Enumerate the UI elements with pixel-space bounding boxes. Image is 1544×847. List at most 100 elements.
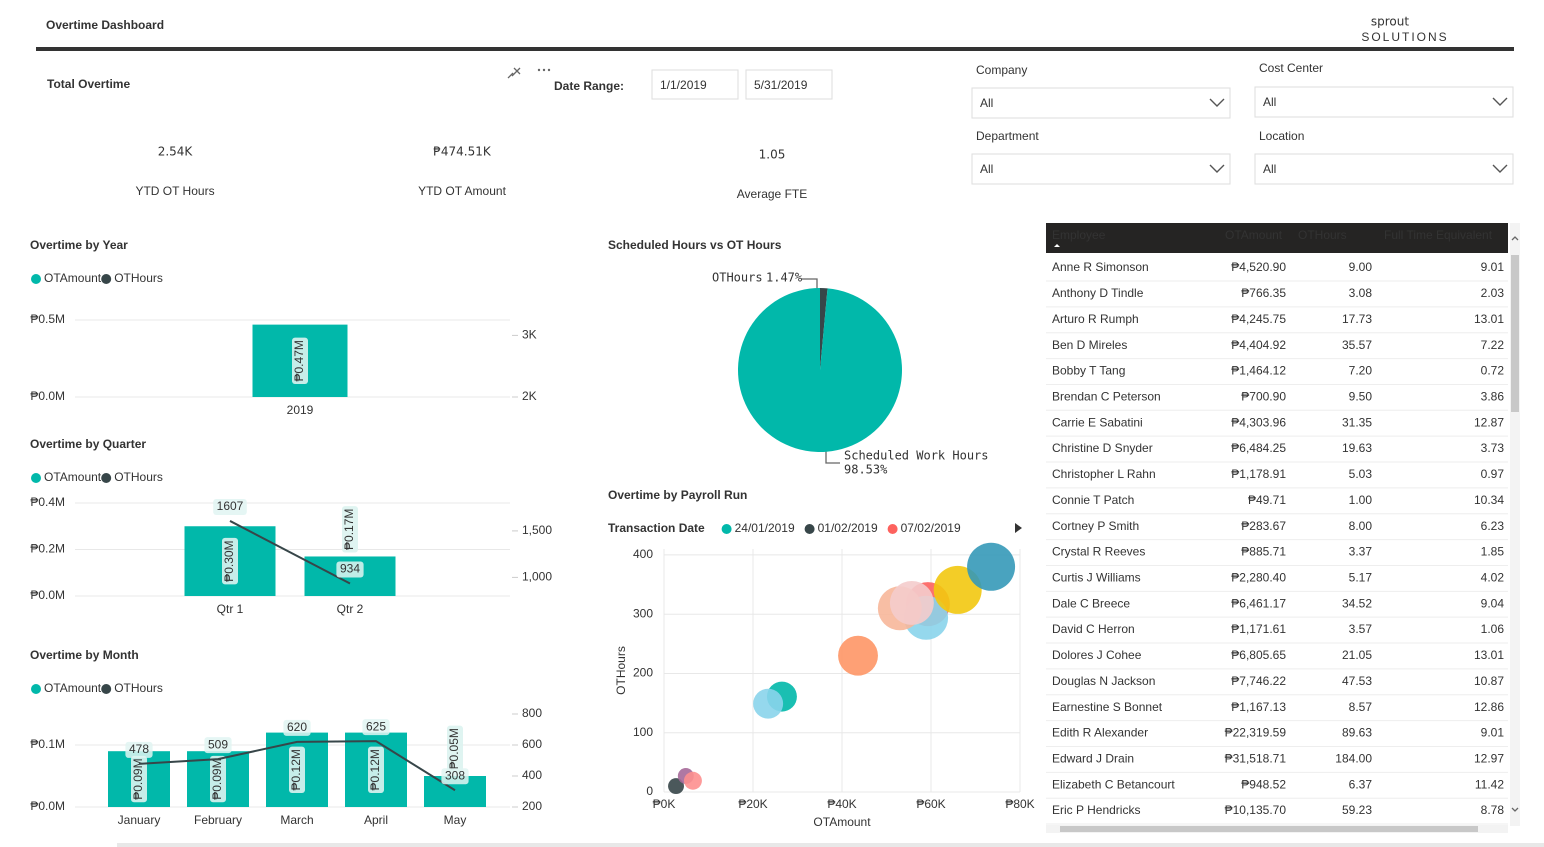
line-value-label-bg bbox=[213, 498, 247, 515]
x-tick-label: ₱20K bbox=[738, 797, 767, 811]
line-value-label-bg bbox=[441, 768, 469, 785]
chart-title: Overtime by Quarter bbox=[30, 437, 146, 451]
bar-value-label: ₱0.30M bbox=[222, 540, 236, 581]
filter-dropdown[interactable] bbox=[1254, 86, 1514, 118]
table-cell: ₱7,746.22 bbox=[1231, 674, 1286, 688]
legend-label: OTAmount bbox=[44, 271, 102, 285]
bar-value-label-group: ₱0.17M bbox=[342, 506, 358, 553]
legend-swatch bbox=[101, 684, 112, 694]
table-cell: Bobby T Tang bbox=[1052, 364, 1125, 378]
legend-label: OTHours bbox=[114, 470, 163, 484]
legend-label: OTAmount bbox=[44, 470, 102, 484]
dashboard-title: Overtime Dashboard bbox=[46, 18, 164, 32]
bar-value-label-group: ₱0.12M bbox=[368, 746, 384, 793]
visual-icons bbox=[507, 67, 551, 79]
table-cell: Crystal R Reeves bbox=[1052, 545, 1145, 559]
table-cell: ₱885.71 bbox=[1241, 545, 1286, 559]
table-vscroll-thumb[interactable] bbox=[1511, 255, 1519, 412]
table-cell: 184.00 bbox=[1335, 752, 1372, 766]
table-cell: 19.63 bbox=[1342, 441, 1372, 455]
table-cell: ₱2,280.40 bbox=[1231, 570, 1286, 584]
table-cell: 59.23 bbox=[1342, 803, 1372, 817]
x-tick-label: ₱40K bbox=[827, 797, 856, 811]
bar-value-label-bg bbox=[210, 755, 226, 803]
line-value-label-group: 625 bbox=[362, 719, 390, 736]
table-cell: 2.03 bbox=[1481, 286, 1505, 300]
line-value-label-bg bbox=[283, 719, 311, 736]
table-header[interactable]: OTHours bbox=[1298, 228, 1347, 242]
pie-label-name: OTHours bbox=[712, 271, 763, 285]
legend-swatch bbox=[31, 274, 41, 284]
bar-value-label: ₱0.47M bbox=[292, 340, 306, 381]
pie-label-value: 98.53% bbox=[844, 463, 888, 477]
table-cell: ₱6,461.17 bbox=[1231, 596, 1286, 610]
date-end-box[interactable] bbox=[745, 69, 833, 100]
x-tick-label: ₱60K bbox=[916, 797, 945, 811]
table-cell: Elizabeth C Betancourt bbox=[1052, 777, 1175, 791]
table-cell: 9.50 bbox=[1349, 389, 1373, 403]
table-cell: ₱4,404.92 bbox=[1231, 338, 1286, 352]
dropdown-chevron bbox=[1209, 164, 1225, 173]
table-cell: 7.22 bbox=[1481, 338, 1505, 352]
legend-label: OTHours bbox=[114, 681, 163, 695]
table-cell: 9.01 bbox=[1481, 726, 1505, 740]
line-value-label-group: 478 bbox=[125, 741, 153, 758]
table-cell: 5.17 bbox=[1349, 570, 1373, 584]
bar-value-label: ₱0.12M bbox=[289, 749, 303, 790]
table-cell: Dale C Breece bbox=[1052, 596, 1130, 610]
filter-dropdown[interactable] bbox=[1254, 153, 1514, 185]
y-tick-label: 200 bbox=[633, 666, 653, 680]
chart-title: Overtime by Month bbox=[30, 648, 139, 662]
bar-value-label-bg bbox=[289, 746, 305, 793]
x-tick-label: Qtr 1 bbox=[217, 602, 244, 616]
bubble bbox=[889, 580, 934, 625]
table-header[interactable]: OTAmount bbox=[1225, 228, 1283, 242]
legend-next-arrow[interactable] bbox=[1015, 523, 1022, 533]
bubble bbox=[933, 565, 982, 614]
table-hscroll-thumb[interactable] bbox=[1060, 826, 1478, 832]
y-tick-label: ₱0.0M bbox=[30, 588, 65, 602]
filter-dropdown[interactable] bbox=[971, 153, 1231, 185]
table-cell: 10.34 bbox=[1474, 493, 1504, 507]
table-cell: 12.86 bbox=[1474, 700, 1504, 714]
line-value-label-bg bbox=[204, 737, 232, 754]
date-start-box[interactable] bbox=[651, 69, 739, 100]
line-value-label-group: 308 bbox=[441, 768, 469, 785]
line-value-label-group: 1607 bbox=[213, 498, 247, 515]
y-tick-label: ₱0.0M bbox=[30, 389, 65, 403]
legend-swatch bbox=[31, 684, 41, 694]
line-value-label-bg bbox=[336, 561, 364, 578]
bar-value-label-group: ₱0.12M bbox=[289, 746, 305, 793]
table-cell: ₱31,518.71 bbox=[1225, 752, 1287, 766]
y-tick-label: 0 bbox=[646, 784, 653, 798]
pie-label-value: 1.47% bbox=[766, 271, 803, 285]
table-cell: Brendan C Peterson bbox=[1052, 389, 1161, 403]
table-cell: ₱1,167.13 bbox=[1231, 700, 1286, 714]
sort-indicator[interactable] bbox=[1054, 244, 1060, 247]
table-header[interactable]: Full Time Equivalent bbox=[1384, 228, 1493, 242]
line-value-label: 625 bbox=[366, 719, 386, 733]
table-cell: 9.00 bbox=[1349, 260, 1373, 274]
table-cell: Dolores J Cohee bbox=[1052, 648, 1142, 662]
dropdown-chevron bbox=[1209, 98, 1225, 107]
filter-dropdown[interactable] bbox=[971, 87, 1231, 119]
bubble bbox=[967, 542, 1016, 591]
kpi-value: 1.05 bbox=[759, 148, 786, 162]
bar-value-label-bg bbox=[447, 725, 463, 772]
legend-swatch bbox=[101, 274, 112, 284]
table-cell: 89.63 bbox=[1342, 726, 1372, 740]
pie-slice bbox=[738, 288, 903, 452]
date-range-label: Date Range: bbox=[554, 79, 624, 93]
bar-value-label-group: ₱0.05M bbox=[447, 725, 463, 772]
table-cell: Anne R Simonson bbox=[1052, 260, 1149, 274]
table-cell: ₱4,245.75 bbox=[1231, 312, 1286, 326]
table-cell: 35.57 bbox=[1342, 338, 1372, 352]
y-tick-label: ₱0.1M bbox=[30, 737, 65, 751]
table-cell: ₱1,178.91 bbox=[1231, 467, 1286, 481]
table-vscroll[interactable] bbox=[1510, 223, 1520, 826]
table-cell: 3.57 bbox=[1349, 622, 1373, 636]
filter-label: Location bbox=[1259, 129, 1304, 143]
legend-label: 01/02/2019 bbox=[818, 521, 878, 535]
y2-tick-label: 400 bbox=[522, 768, 542, 782]
table-header[interactable]: Employee bbox=[1052, 228, 1106, 242]
